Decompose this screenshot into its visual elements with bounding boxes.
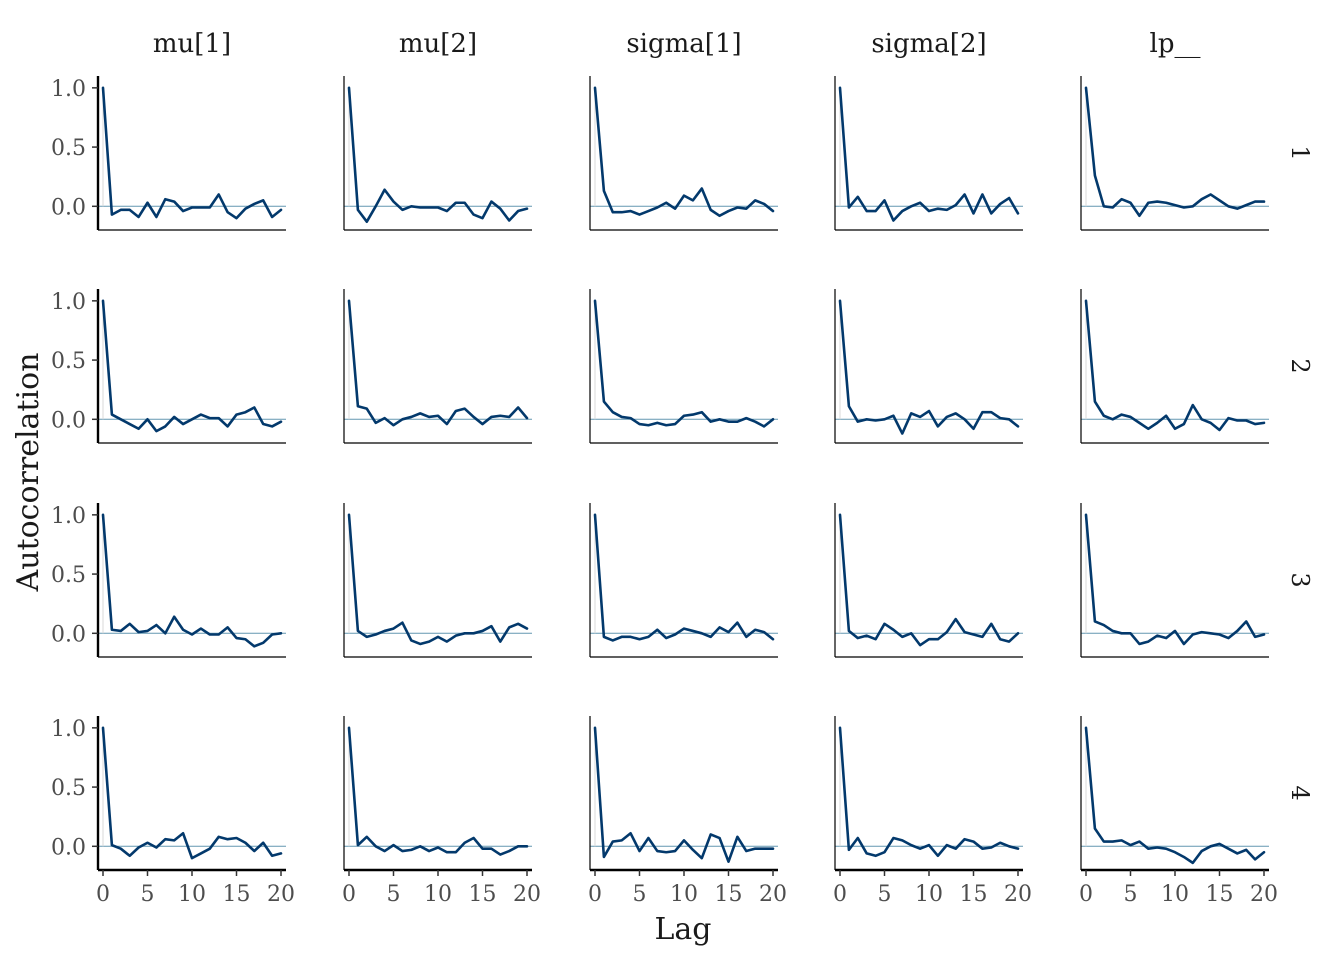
y-tick-label: 0.5 — [51, 563, 86, 588]
x-tick-label: 15 — [223, 882, 251, 907]
facet-panel — [589, 76, 778, 231]
acf-series-line — [347, 513, 529, 646]
acf-series-line — [101, 726, 283, 860]
x-tick-label: 0 — [588, 882, 602, 907]
y-tick-label: 0.5 — [51, 776, 86, 801]
facet-panel — [834, 503, 1023, 658]
y-tick-label: 1.0 — [51, 77, 86, 102]
x-axis-title: Lag — [654, 912, 711, 947]
facet-panel — [1080, 503, 1269, 658]
facet-panel: 0 5 10 15 20 — [588, 716, 787, 907]
acf-series-line — [593, 86, 775, 218]
x-tick-label: 10 — [915, 882, 943, 907]
acf-series-line — [838, 86, 1020, 222]
acf-series-line — [838, 299, 1020, 435]
acf-series-line — [593, 299, 775, 428]
facet-panel — [834, 289, 1023, 444]
facet-panel — [343, 503, 532, 658]
x-tick-label: 5 — [878, 882, 892, 907]
y-tick-label: 0.5 — [51, 349, 86, 374]
x-tick-label: 10 — [424, 882, 452, 907]
x-tick-label: 20 — [759, 882, 787, 907]
facet-panel — [589, 503, 778, 658]
x-tick-label: 20 — [1004, 882, 1032, 907]
x-tick-label: 10 — [1161, 882, 1189, 907]
x-tick-label: 15 — [960, 882, 988, 907]
facet-panel: 0 5 10 15 20 — [1079, 716, 1278, 907]
facet-panel: 0 5 10 15 20 — [342, 716, 541, 907]
y-tick-label: 1.0 — [51, 717, 86, 742]
y-tick-label: 0.0 — [51, 835, 86, 860]
column-title: lp__ — [1150, 29, 1201, 59]
facet-panel: 0.0 0.5 1.0 — [51, 503, 286, 658]
y-tick-label: 0.0 — [51, 408, 86, 433]
y-tick-label: 1.0 — [51, 504, 86, 529]
facet-panel: 0.0 0.5 1.0 0 5 10 15 20 — [51, 716, 295, 907]
x-tick-label: 15 — [1206, 882, 1234, 907]
facet-panel — [343, 289, 532, 444]
acf-series-line — [593, 513, 775, 642]
x-tick-label: 5 — [633, 882, 647, 907]
x-tick-label: 0 — [833, 882, 847, 907]
x-tick-label: 0 — [342, 882, 356, 907]
y-tick-label: 0.0 — [51, 622, 86, 647]
facet-panel: 0.0 0.5 1.0 — [51, 289, 286, 444]
x-tick-label: 0 — [1079, 882, 1093, 907]
x-tick-label: 20 — [1250, 882, 1278, 907]
facet-panel — [343, 76, 532, 231]
acf-series-line — [101, 299, 283, 433]
x-tick-label: 10 — [178, 882, 206, 907]
facet-panel — [834, 76, 1023, 231]
acf-series-line — [1084, 86, 1266, 218]
row-title: 4 — [1286, 785, 1314, 800]
y-tick-label: 0.5 — [51, 136, 86, 161]
column-title: sigma[2] — [871, 29, 986, 59]
x-tick-label: 5 — [387, 882, 401, 907]
acf-series-line — [1084, 513, 1266, 646]
acf-series-line — [838, 726, 1020, 858]
row-title: 3 — [1286, 572, 1314, 587]
y-axis-title: Autocorrelation — [11, 353, 46, 593]
facet-panel: 0.0 0.5 1.0 — [51, 76, 286, 231]
acf-series-line — [347, 726, 529, 856]
acf-series-line — [838, 513, 1020, 647]
column-title: mu[1] — [153, 29, 231, 59]
acf-series-line — [347, 299, 529, 427]
x-tick-label: 15 — [715, 882, 743, 907]
x-tick-label: 10 — [670, 882, 698, 907]
row-title: 2 — [1286, 358, 1314, 373]
acf-series-line — [1084, 726, 1266, 865]
x-tick-label: 5 — [141, 882, 155, 907]
acf-series-line — [347, 86, 529, 224]
acf-series-line — [593, 726, 775, 864]
facet-panel — [1080, 289, 1269, 444]
x-tick-label: 20 — [513, 882, 541, 907]
row-title: 1 — [1286, 145, 1314, 160]
column-title: mu[2] — [399, 29, 477, 59]
y-tick-label: 1.0 — [51, 290, 86, 315]
facet-panel — [589, 289, 778, 444]
facet-panel: 0 5 10 15 20 — [833, 716, 1032, 907]
x-tick-label: 5 — [1124, 882, 1138, 907]
y-tick-label: 0.0 — [51, 195, 86, 220]
facet-grid: mu[1] mu[2] sigma[1] sigma[2] lp__ 1 2 3 4 0.0 0.5… — [51, 29, 1314, 907]
acf-series-line — [101, 86, 283, 220]
x-tick-label: 20 — [267, 882, 295, 907]
facet-panel — [1080, 76, 1269, 231]
x-tick-label: 0 — [96, 882, 110, 907]
column-title: sigma[1] — [626, 29, 741, 59]
acf-series-line — [1084, 299, 1266, 432]
x-tick-label: 15 — [469, 882, 497, 907]
acf-series-line — [101, 513, 283, 648]
